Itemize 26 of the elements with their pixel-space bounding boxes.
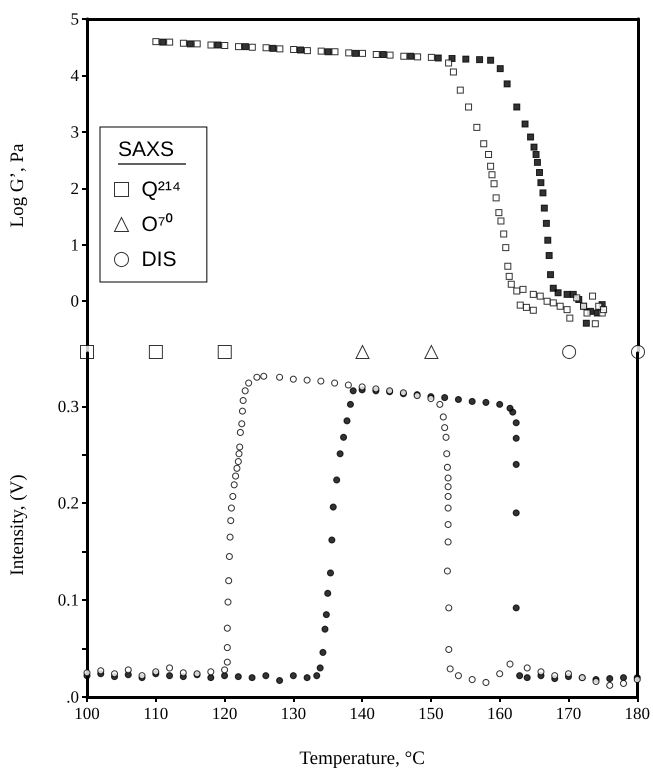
x-tick-label: 150 (418, 704, 444, 723)
x-axis-title: Temperature, °C (299, 748, 425, 769)
y-tick-label: 0.1 (58, 590, 79, 610)
legend-label: O⁷⁰ (142, 213, 172, 236)
y-tick-label: 4 (70, 66, 80, 85)
x-tick-label: 130 (280, 704, 306, 723)
x-tick-label: 160 (486, 704, 512, 723)
y-tick-label: 0 (70, 292, 79, 311)
x-tick-label: 140 (349, 704, 375, 723)
x-tick-label: 110 (143, 704, 168, 723)
y-tick-label: 5 (70, 10, 79, 28)
y-tick-label: 1 (70, 235, 79, 254)
legend-label: Q²¹⁴ (142, 178, 181, 201)
x-tick-label: 120 (212, 704, 238, 723)
y-tick-label: 2 (70, 178, 79, 198)
legend-title: SAXS (118, 138, 174, 161)
y-tick-label: 3 (70, 122, 79, 142)
y-axis-title: Intensity, (V) (7, 474, 28, 576)
legend-label: DIS (142, 248, 177, 271)
y-tick-label: 0.2 (58, 494, 79, 513)
y-tick-label: 0.3 (58, 396, 79, 416)
x-tick-label: 100 (74, 704, 100, 723)
x-tick-label: 170 (556, 704, 582, 723)
x-tick-label: 180 (624, 704, 650, 723)
y-tick-label: .0 (66, 688, 79, 706)
y-axis-title: Log G’, Pa (7, 142, 28, 228)
